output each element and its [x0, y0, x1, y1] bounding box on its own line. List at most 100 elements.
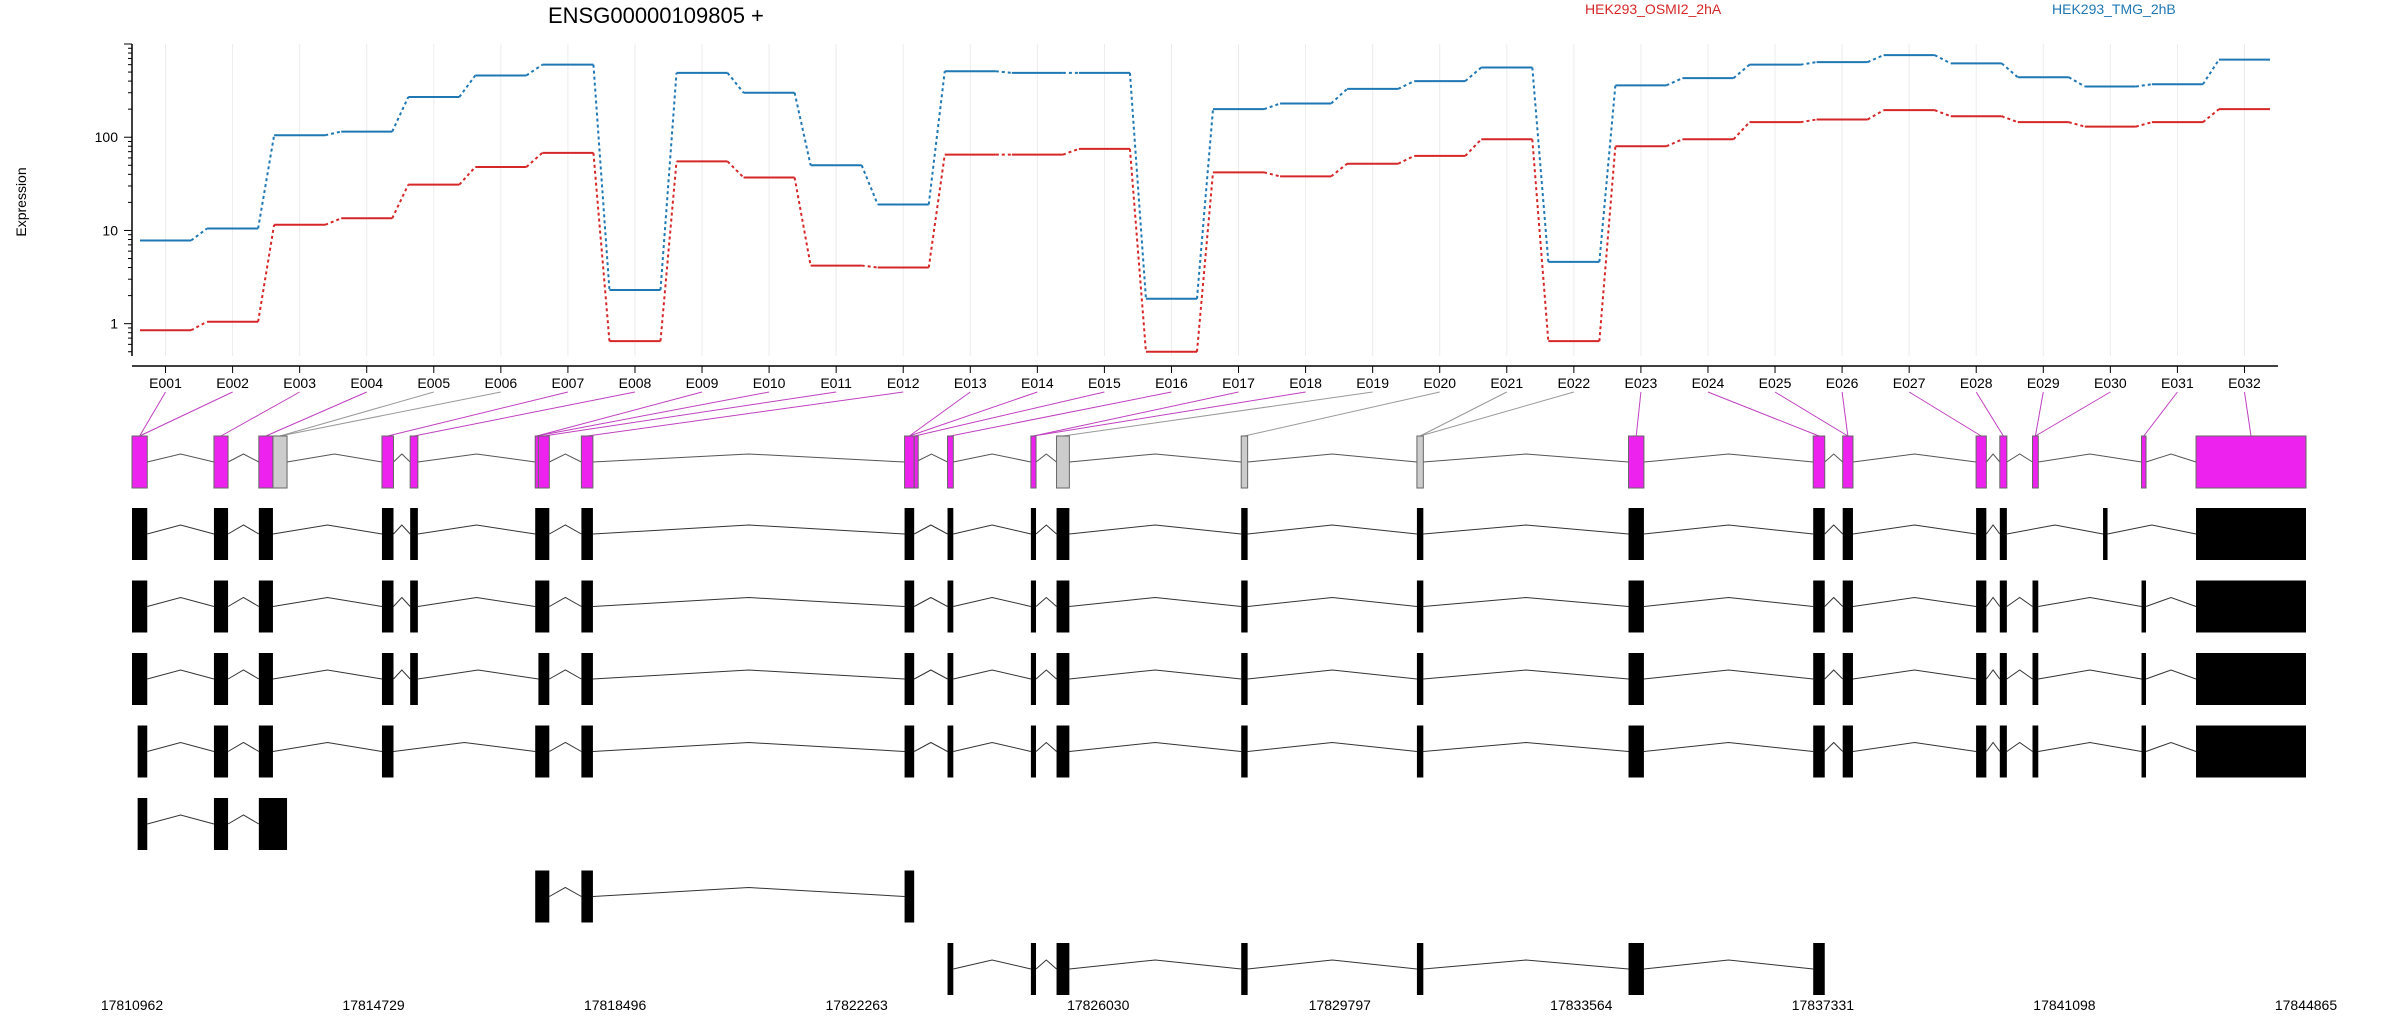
intron-line — [1035, 453, 1057, 463]
transcript-exon — [1056, 580, 1070, 633]
transcript-intron — [2006, 669, 2033, 680]
transcript-intron — [2038, 741, 2142, 752]
series-transition — [592, 64, 611, 291]
transcript-exon — [410, 508, 418, 560]
exon-bin — [1030, 435, 1037, 489]
x-tick-label: E022 — [1557, 375, 1590, 391]
exon-bin — [1975, 435, 1987, 489]
series-transition — [2202, 108, 2220, 123]
series-transition — [1128, 72, 1147, 299]
exon-connector — [1419, 391, 1508, 437]
plot-grid — [165, 44, 2245, 356]
x-tick-label: E030 — [2094, 375, 2127, 391]
series-transition — [458, 74, 477, 98]
transcript-intron — [1643, 959, 1814, 970]
transcript-intron — [147, 814, 215, 825]
x-tick-label: E007 — [552, 375, 585, 391]
transcript-6 — [535, 870, 915, 923]
x-tick-label: E006 — [484, 375, 517, 391]
transcript-exon — [904, 508, 915, 560]
exon-connector — [1062, 391, 1373, 437]
series-transition — [190, 320, 208, 332]
transcript-exon — [2141, 653, 2147, 705]
transcript-exon — [2141, 580, 2147, 633]
transcript-exon — [1056, 653, 1070, 705]
transcript-exon — [258, 580, 273, 633]
series-transition — [1128, 148, 1147, 352]
transcript-exon — [2141, 725, 2147, 778]
transcript-exon — [1241, 653, 1248, 705]
transcript-intron — [2006, 596, 2033, 607]
gene-model — [131, 435, 2307, 489]
exon-bin — [213, 435, 229, 489]
transcript-exon — [258, 725, 273, 778]
intron-line — [2006, 453, 2033, 463]
exon-connector — [1419, 391, 1574, 437]
transcript-intron — [1643, 669, 1814, 680]
transcript-intron — [1852, 741, 1977, 752]
exon-connector — [1774, 391, 1849, 437]
transcript-intron — [227, 814, 260, 825]
transcript-exon — [1056, 725, 1070, 778]
x-tick-label: E018 — [1289, 375, 1322, 391]
exon-connector — [587, 391, 904, 437]
series-transition — [2135, 121, 2153, 128]
transcript-exon — [2032, 725, 2039, 778]
transcript-intron — [549, 741, 582, 752]
transcript-exon — [1416, 508, 1424, 560]
series-transition — [391, 184, 410, 219]
intron-line — [227, 453, 260, 463]
transcript-intron — [1985, 524, 2001, 535]
series-transition — [1531, 139, 1550, 342]
series-transition — [525, 63, 543, 77]
series-transition — [1598, 146, 1617, 342]
intron-line — [1985, 453, 2001, 463]
transcript-exon — [137, 798, 148, 850]
transcript-intron — [1423, 741, 1629, 752]
intron-line — [1643, 453, 1814, 463]
transcript-intron — [417, 596, 536, 607]
transcript-intron — [1247, 669, 1417, 680]
transcript-intron — [913, 669, 948, 680]
transcript-intron — [227, 741, 260, 752]
transcript-exon — [581, 653, 593, 705]
exon-connector — [2035, 391, 2111, 437]
y-tick-label: 100 — [95, 129, 119, 145]
exon-connector — [1033, 391, 1239, 437]
transcript-intron — [1069, 596, 1242, 607]
transcript-exon — [213, 653, 229, 705]
transcript-exon — [1842, 725, 1853, 778]
exon-connector — [914, 391, 1105, 437]
transcript-exon — [1813, 725, 1825, 778]
transcript-intron — [393, 524, 411, 535]
exon-bin — [1999, 435, 2008, 489]
transcript-exon — [1030, 725, 1037, 778]
transcript-exon — [381, 653, 394, 705]
intron-line — [592, 453, 905, 463]
genomic-axis: 17810962 17814729 17818496 17822263 17826030… — [101, 997, 2338, 1013]
genomic-tick-label: 17833564 — [1550, 997, 1613, 1013]
transcript-intron — [592, 741, 905, 752]
x-tick-label: E017 — [1222, 375, 1255, 391]
exon-connector — [1033, 391, 1306, 437]
series-transition — [1330, 162, 1348, 178]
x-tick-label: E032 — [2228, 375, 2261, 391]
transcript-intron — [953, 524, 1032, 535]
transcript-intron — [913, 741, 948, 752]
exon-bin — [1240, 435, 1249, 489]
transcript-exon — [1056, 508, 1070, 560]
transcript-exon — [2032, 653, 2039, 705]
transcript-exon — [410, 580, 418, 633]
transcript-intron — [913, 596, 948, 607]
transcript-exon — [1416, 725, 1424, 778]
transcript-exon — [904, 870, 915, 923]
x-tick-label: E026 — [1826, 375, 1859, 391]
exon-connector — [909, 391, 971, 437]
transcript-exon — [1842, 580, 1853, 633]
exon-bin — [537, 435, 550, 489]
transcript-exon — [947, 943, 954, 995]
transcript-intron — [1643, 741, 1814, 752]
transcript-intron — [953, 741, 1032, 752]
transcript-intron — [1423, 596, 1629, 607]
transcript-intron — [272, 741, 383, 752]
